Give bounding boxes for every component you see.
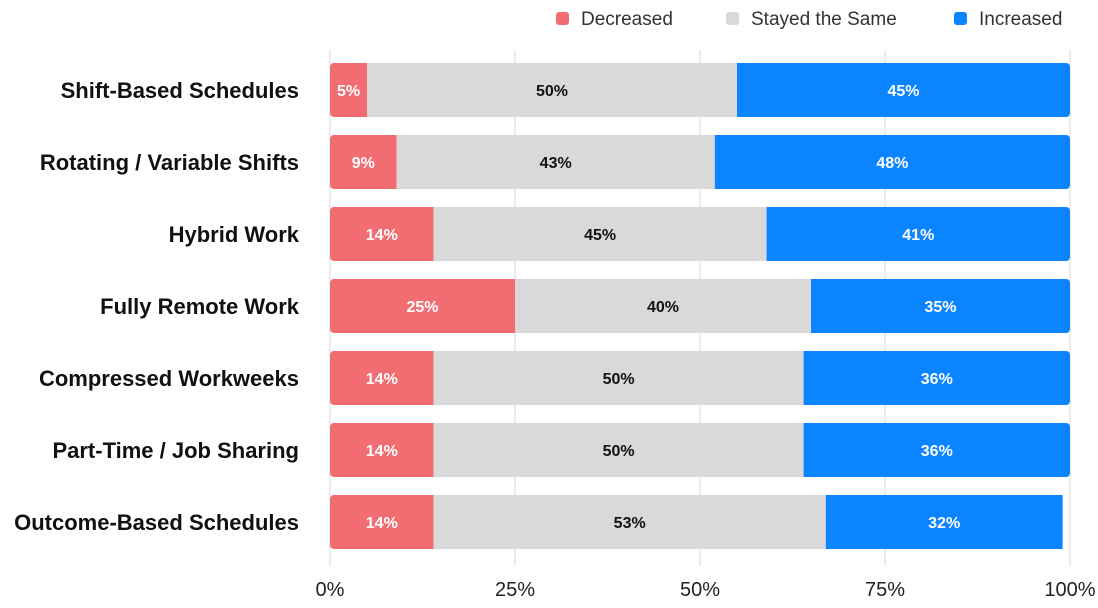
bar-segment-decreased bbox=[330, 351, 434, 405]
data-label: 40% bbox=[647, 299, 679, 316]
bar-segment-stayed-the-same bbox=[433, 423, 804, 477]
legend-label: Increased bbox=[979, 9, 1062, 30]
data-label: 14% bbox=[366, 443, 398, 460]
bar-row: 5% 50% 45% bbox=[330, 63, 1070, 117]
bar-segment-increased bbox=[825, 495, 1063, 549]
legend: Decreased Stayed the Same Increased bbox=[556, 9, 1062, 30]
legend-label: Stayed the Same bbox=[751, 9, 897, 30]
bar-segment-stayed-the-same bbox=[433, 495, 826, 549]
bar-row: 14% 50% 36% bbox=[330, 423, 1070, 477]
bar-segment-increased bbox=[714, 135, 1070, 189]
x-tick-label: 50% bbox=[680, 579, 720, 601]
legend-item: Decreased bbox=[556, 9, 673, 30]
data-label: 14% bbox=[366, 371, 398, 388]
bar-row: 9% 43% 48% bbox=[330, 135, 1070, 189]
data-label: 9% bbox=[352, 155, 375, 172]
bar-row: 14% 50% 36% bbox=[330, 351, 1070, 405]
category-label: Rotating / Variable Shifts bbox=[40, 150, 299, 175]
data-label: 14% bbox=[366, 515, 398, 532]
bar-row: 14% 53% 32% bbox=[330, 495, 1063, 549]
data-label: 48% bbox=[876, 155, 908, 172]
data-label: 43% bbox=[540, 155, 572, 172]
bar-segment-increased bbox=[811, 279, 1070, 333]
legend-item: Increased bbox=[954, 9, 1062, 30]
bar-segment-increased bbox=[737, 63, 1070, 117]
bar-segment-decreased bbox=[330, 423, 434, 477]
x-tick-label: 75% bbox=[865, 579, 905, 601]
data-label: 50% bbox=[603, 371, 635, 388]
bar-segment-increased bbox=[803, 351, 1070, 405]
x-axis-ticks: 0% 25% 50% 75% 100% bbox=[316, 579, 1096, 601]
data-label: 14% bbox=[366, 227, 398, 244]
bar-segment-stayed-the-same bbox=[433, 351, 804, 405]
category-label: Fully Remote Work bbox=[100, 294, 300, 319]
category-label: Compressed Workweeks bbox=[39, 366, 299, 391]
legend-swatch bbox=[556, 12, 569, 25]
data-label: 35% bbox=[924, 299, 956, 316]
data-label: 25% bbox=[406, 299, 438, 316]
legend-swatch bbox=[726, 12, 739, 25]
bar-segment-decreased bbox=[330, 495, 434, 549]
bar-segment-stayed-the-same bbox=[367, 63, 737, 117]
data-label: 50% bbox=[536, 83, 568, 100]
bar-segment-stayed-the-same bbox=[396, 135, 715, 189]
data-label: 41% bbox=[902, 227, 934, 244]
data-label: 45% bbox=[887, 83, 919, 100]
category-labels: Shift-Based Schedules Rotating / Variable… bbox=[14, 78, 300, 535]
bar-row: 14% 45% 41% bbox=[330, 207, 1070, 261]
category-label: Hybrid Work bbox=[169, 222, 300, 247]
bar-segment-increased bbox=[766, 207, 1070, 261]
bar-row: 25% 40% 35% bbox=[330, 279, 1070, 333]
data-label: 36% bbox=[921, 443, 953, 460]
bar-segment-decreased bbox=[330, 135, 397, 189]
data-label: 50% bbox=[603, 443, 635, 460]
data-label: 53% bbox=[614, 515, 646, 532]
legend-swatch bbox=[954, 12, 967, 25]
bar-segment-decreased bbox=[330, 63, 367, 117]
data-label: 32% bbox=[928, 515, 960, 532]
data-label: 36% bbox=[921, 371, 953, 388]
bar-segment-stayed-the-same bbox=[433, 207, 767, 261]
data-label: 5% bbox=[337, 83, 360, 100]
data-label: 45% bbox=[584, 227, 616, 244]
x-tick-label: 25% bbox=[495, 579, 535, 601]
category-label: Part-Time / Job Sharing bbox=[52, 438, 299, 463]
category-label: Shift-Based Schedules bbox=[61, 78, 299, 103]
category-label: Outcome-Based Schedules bbox=[14, 510, 299, 535]
x-tick-label: 0% bbox=[316, 579, 345, 601]
bar-segment-decreased bbox=[330, 207, 434, 261]
x-tick-label: 100% bbox=[1044, 579, 1095, 601]
bars: 5% 50% 45% 9% 43% 48% 14% 45% 41% 25% 40% 35% 14% 50%… bbox=[330, 63, 1070, 549]
legend-item: Stayed the Same bbox=[726, 9, 897, 30]
bar-segment-decreased bbox=[330, 279, 515, 333]
bar-segment-increased bbox=[803, 423, 1070, 477]
bar-segment-stayed-the-same bbox=[515, 279, 811, 333]
legend-label: Decreased bbox=[581, 9, 673, 30]
